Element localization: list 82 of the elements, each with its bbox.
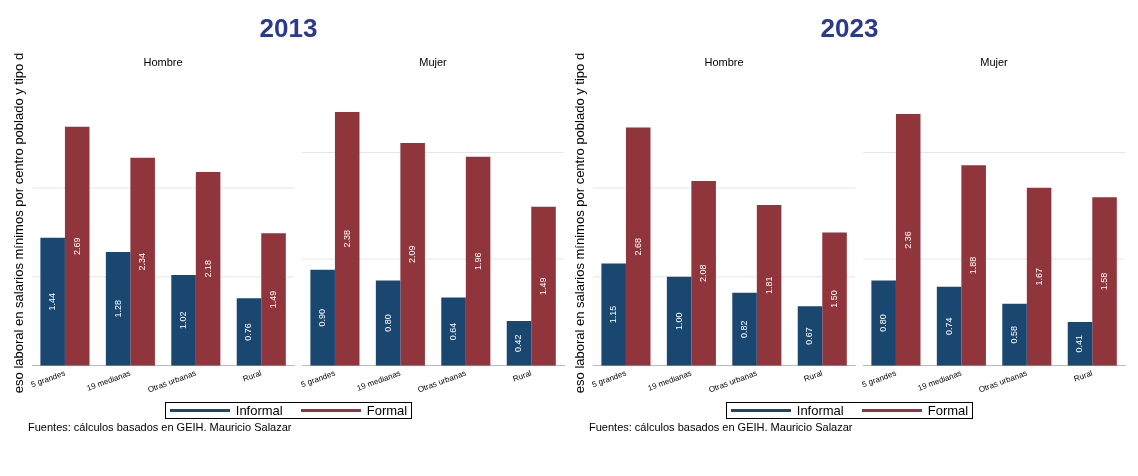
y-axis-title: eso laboral en salarios mínimos por centro poblado y tipo d [571,52,587,394]
bar [1067,321,1093,366]
bar [1002,303,1027,366]
bar [691,180,716,366]
data-label: 2.34 [137,252,148,271]
bar [130,157,155,366]
bar [797,306,823,366]
bar [506,320,532,366]
data-label: 0.90 [317,308,328,327]
x-tick-label: Rural [802,368,824,384]
source-note: Fuentes: cálculos basados en GEIH. Mauricio Salazar [589,421,854,433]
data-label: 1.88 [968,256,979,275]
data-label: 2.36 [902,231,913,249]
data-label: 0.76 [243,323,254,341]
data-label: 1.49 [538,277,549,296]
bar [236,298,262,366]
data-label: 0.80 [878,314,889,332]
bar [441,297,466,366]
bar [666,276,692,366]
data-label: 0.67 [804,327,815,345]
data-label: 2.68 [632,237,643,256]
data-label: 1.58 [1099,272,1110,291]
data-label: 2.08 [698,264,709,283]
bar [1092,197,1117,366]
bar [961,165,986,366]
bar [171,275,196,366]
legend-label: Informal [796,403,844,418]
chart-subtitle: 2013 [258,12,319,45]
data-label: 1.96 [472,252,483,270]
data-label: 0.80 [382,314,393,332]
bar [871,280,896,366]
bar [625,127,651,366]
x-tick-label: Rural [241,368,263,384]
bar [895,114,921,366]
data-label: 0.58 [1009,325,1020,344]
bar [310,269,335,366]
data-label: 0.41 [1074,335,1085,353]
data-label: 2.09 [407,245,418,264]
data-label: 0.74 [943,317,954,335]
bar [1026,187,1052,366]
legend-label: Informal [235,403,283,418]
bar [601,263,626,366]
data-label: 0.64 [448,322,459,341]
bar [375,280,401,366]
x-tick-label: Rural [1072,368,1094,384]
data-label: 1.02 [178,311,189,330]
bar [105,251,131,366]
bar [465,156,491,366]
chart-title: Hombre [143,55,183,68]
legend-label: Formal [366,403,408,418]
chart-title: Mujer [419,55,448,68]
data-label: 0.82 [739,320,750,338]
bar [40,237,65,366]
data-label: 1.50 [829,290,840,308]
chart-title: Mujer [980,55,1009,68]
legend-label: Formal [927,403,969,418]
data-label: 1.00 [673,312,684,330]
bar [822,232,847,366]
bar [756,204,782,366]
data-label: 0.42 [513,334,524,353]
data-label: 1.81 [763,276,774,295]
chart-subtitle: 2023 [819,12,880,45]
bar [732,292,757,366]
data-label: 2.38 [341,230,352,248]
y-axis-title: eso laboral en salarios mínimos por centro poblado y tipo d [10,52,26,394]
bar [936,286,962,366]
data-label: 1.15 [608,305,619,324]
data-label: 2.69 [71,237,82,255]
data-label: 1.44 [47,292,58,311]
x-tick-label: Rural [511,368,533,384]
data-label: 1.49 [268,290,279,309]
data-label: 1.67 [1033,267,1044,286]
bar [195,172,221,366]
bar [334,111,360,366]
bar [64,126,90,366]
chart-title: Hombre [704,55,744,68]
bar [261,233,286,366]
data-label: 1.28 [112,300,123,318]
data-label: 2.18 [202,260,213,278]
bar [531,206,556,366]
bar [400,142,425,366]
source-note: Fuentes: cálculos basados en GEIH. Mauricio Salazar [28,421,293,433]
